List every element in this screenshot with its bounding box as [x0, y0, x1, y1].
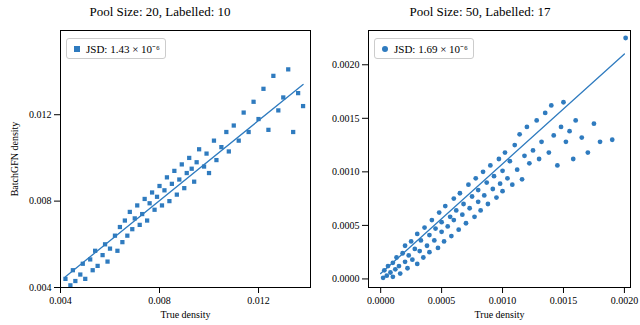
svg-text:0.0000: 0.0000: [367, 295, 395, 306]
svg-text:0.0015: 0.0015: [550, 295, 578, 306]
html-text:Pool Size: 50, Labelled: 17: Pool Size: 50, Labelled: 17: [409, 4, 551, 19]
svg-text:0.0010: 0.0010: [489, 295, 517, 306]
svg-text:True density: True density: [475, 309, 525, 320]
html-text:JSD: 1.43 × 10⁻⁶: JSD: 1.43 × 10⁻⁶: [86, 43, 160, 55]
svg-text:0.0000: 0.0000: [332, 273, 360, 284]
svg-text:0.012: 0.012: [247, 295, 270, 306]
svg-text:BatchGFN density: BatchGFN density: [9, 122, 20, 197]
svg-text:0.0005: 0.0005: [428, 295, 456, 306]
html-text:Pool Size: 20, Labelled: 10: Pool Size: 20, Labelled: 10: [89, 4, 231, 19]
svg-text:0.008: 0.008: [148, 295, 171, 306]
svg-text:0.0010: 0.0010: [332, 166, 360, 177]
svg-text:True density: True density: [161, 309, 211, 320]
svg-text:0.004: 0.004: [29, 282, 52, 293]
svg-text:0.012: 0.012: [29, 109, 52, 120]
svg-text:0.004: 0.004: [49, 295, 72, 306]
svg-text:0.0005: 0.0005: [332, 220, 360, 231]
svg-text:0.0015: 0.0015: [332, 113, 360, 124]
svg-text:0.008: 0.008: [29, 195, 52, 206]
svg-text:0.0020: 0.0020: [332, 59, 360, 70]
html-text:JSD: 1.69 × 10⁻⁶: JSD: 1.69 × 10⁻⁶: [394, 43, 468, 55]
svg-text:0.0020: 0.0020: [611, 295, 639, 306]
